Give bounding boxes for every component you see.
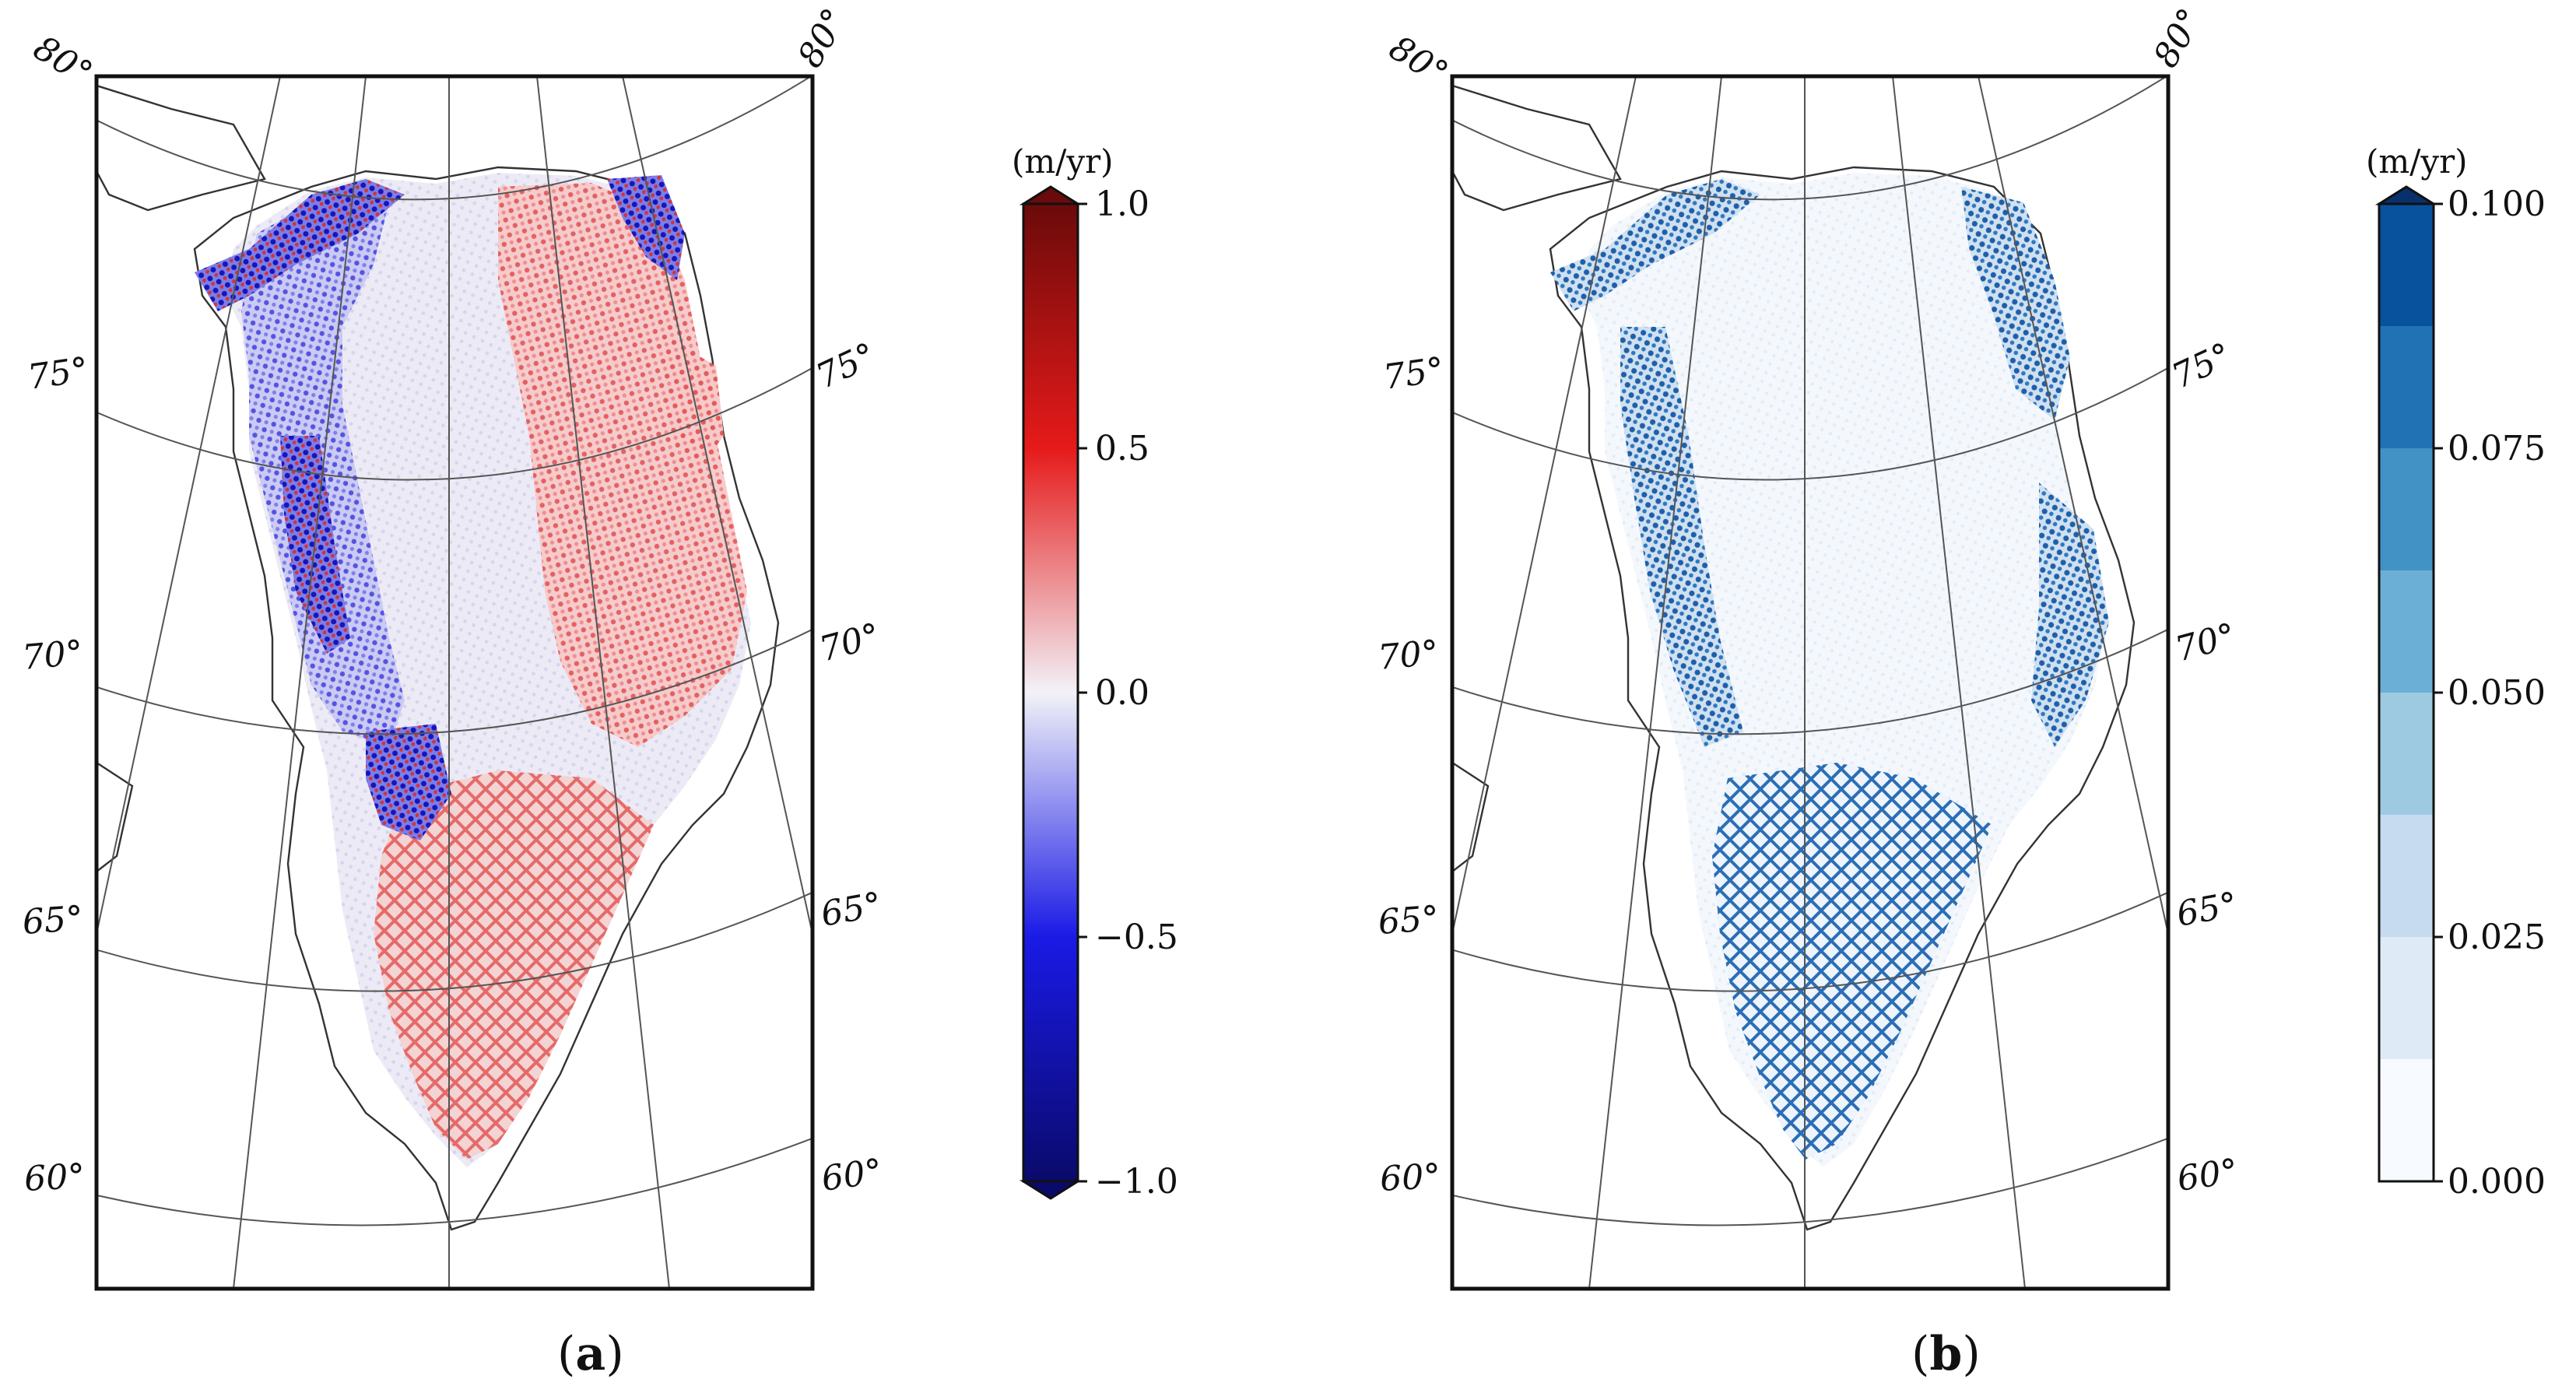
panel-label-b-close: ) <box>1962 1327 1980 1381</box>
lat-label-left-65: 65° <box>21 899 84 942</box>
thinning-northwest <box>195 179 405 311</box>
map-a <box>94 74 815 1291</box>
colorbar-a-tick-label: 0.0 <box>1095 673 1149 713</box>
coastline-canada-b <box>1452 84 1622 212</box>
lat-label-right-60: 60° <box>819 1152 884 1199</box>
colorbar-b-ticks: 0.100 0.075 0.050 0.025 0.000 <box>2434 184 2546 1202</box>
thickening-south <box>374 770 654 1160</box>
colorbar-a-tick-label: 0.5 <box>1095 429 1149 468</box>
panel-label-b-open: ( <box>1911 1327 1929 1381</box>
uncertainty-northeast <box>1961 187 2070 420</box>
parallel-65 <box>97 891 812 992</box>
panel-label-b-letter: b <box>1929 1327 1962 1381</box>
map-frame-b <box>1450 74 2171 1291</box>
uncertainty-south <box>1712 763 1992 1160</box>
colorbar-a-tick-label: −0.5 <box>1095 918 1178 957</box>
panel-label-b: (b) <box>1911 1327 1981 1381</box>
meridian-w1 <box>233 76 367 1289</box>
lat-label-left-75: 75° <box>25 350 90 398</box>
thinning-southwest <box>366 724 451 840</box>
colorbar-b-level <box>2379 204 2434 326</box>
colorbar-b-level <box>2379 1059 2434 1181</box>
thickening-east <box>498 183 747 747</box>
colorbar-a-ticks: 1.0 0.5 0.0 −0.5 −1.0 <box>1078 184 1178 1202</box>
parallel-65-b <box>1452 891 2168 992</box>
meridian-w2-b <box>1452 76 1637 935</box>
coastline-svalbard-edge <box>97 761 134 873</box>
panel-label-a-open: ( <box>557 1327 575 1381</box>
map-b <box>1450 74 2171 1291</box>
parallel-75-b <box>1452 367 2168 481</box>
coastline-canada <box>97 84 266 212</box>
map-frame-a <box>94 74 815 1291</box>
colorbar-b-tick-label: 0.000 <box>2448 1162 2546 1202</box>
panel-label-a-close: ) <box>605 1327 623 1381</box>
colorbar-b: (m/yr) 0.100 0.075 0.050 0.025 0.000 <box>2366 142 2546 1202</box>
thinning-northeast-coast <box>607 175 685 280</box>
colorbar-a-tick-label: 1.0 <box>1095 184 1149 224</box>
meridian-w2 <box>97 76 281 935</box>
colorbar-b-unit: (m/yr) <box>2366 142 2468 181</box>
parallel-75 <box>97 367 812 481</box>
lat-label-left-60-b: 60° <box>1379 1156 1442 1199</box>
meridian-e2 <box>622 76 812 935</box>
meridian-e1 <box>536 76 670 1289</box>
parallel-70-b <box>1452 628 2168 735</box>
colorbar-b-tick-label: 0.050 <box>2448 673 2546 713</box>
colorbar-b-level <box>2379 448 2434 570</box>
colorbar-b-tick-label: 0.075 <box>2448 429 2546 468</box>
lat-label-left-70: 70° <box>21 633 85 678</box>
coastline-svalbard-edge-b <box>1452 761 1490 873</box>
parallel-60 <box>97 1137 812 1226</box>
colorbar-a-unit: (m/yr) <box>1012 142 1114 181</box>
colorbar-b-levels <box>2379 204 2434 1181</box>
lat-labels-a: 80° 75° 70° 65° 60° 80° 75° 70° 65° 60° <box>21 2 885 1199</box>
uncertainty-west-margin <box>1620 327 1743 747</box>
colorbar-b-tick-label: 0.025 <box>2448 918 2546 957</box>
panel-label-a-letter: a <box>575 1327 605 1381</box>
colorbar-a-tick-label: −1.0 <box>1095 1162 1178 1202</box>
lat-label-right-60-b: 60° <box>2174 1152 2240 1199</box>
lat-label-left-65-b: 65° <box>1377 899 1440 942</box>
uncertainty-northwest <box>1550 179 1760 311</box>
lat-label-left-60: 60° <box>23 1156 86 1199</box>
colorbar-b-level <box>2379 815 2434 937</box>
panel-b: 80° 75° 70° 65° 60° 80° 75° 70° 65° 60° … <box>1377 2 2546 1381</box>
colorbar-b-level <box>2379 570 2434 693</box>
parallel-60-b <box>1452 1137 2168 1226</box>
parallel-80 <box>97 76 812 201</box>
colorbar-b-level <box>2379 937 2434 1059</box>
colorbar-a: (m/yr) 1.0 0.5 0.0 −0.5 −1.0 <box>1012 142 1178 1202</box>
colorbar-b-tick-label: 0.100 <box>2448 184 2546 224</box>
meridian-e2-b <box>1978 76 2168 935</box>
meridian-w1-b <box>1588 76 1722 1289</box>
colorbar-b-level <box>2379 693 2434 815</box>
panel-label-a: (a) <box>557 1327 624 1381</box>
ice-sheet-field-b <box>1581 173 2107 1167</box>
colorbar-b-level <box>2379 326 2434 448</box>
colorbar-a-gradient <box>1023 204 1078 1181</box>
meridian-e1-b <box>1892 76 2026 1289</box>
uncertainty-east-margin <box>2031 482 2109 747</box>
lat-label-left-70-b: 70° <box>1377 633 1441 678</box>
lat-label-left-75-b: 75° <box>1381 350 1446 398</box>
parallel-80-b <box>1452 76 2168 201</box>
parallel-70 <box>97 628 812 735</box>
thickening-east-coast <box>662 335 724 467</box>
